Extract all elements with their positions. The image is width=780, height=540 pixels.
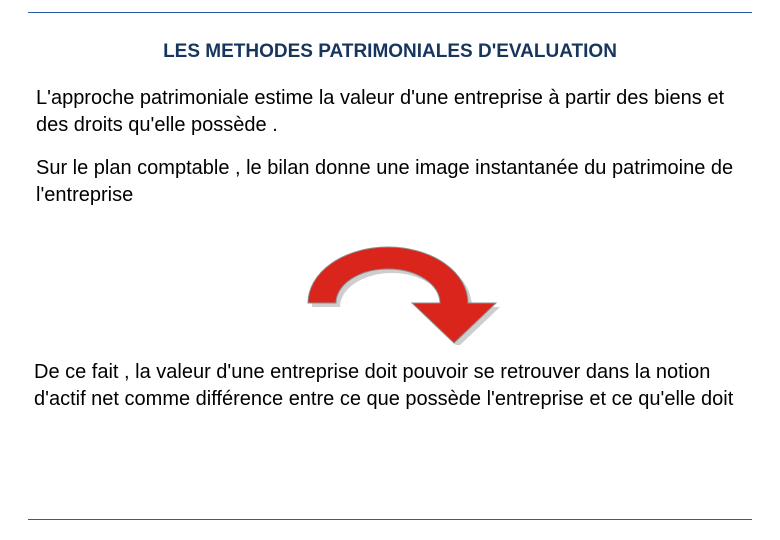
bottom-rule: [28, 519, 752, 520]
paragraph-1: L'approche patrimoniale estime la valeur…: [36, 85, 752, 139]
paragraph-2: Sur le plan comptable , le bilan donne u…: [36, 155, 752, 209]
curved-arrow-icon: [260, 225, 520, 345]
top-rule: [28, 12, 752, 13]
slide-title: LES METHODES PATRIMONIALES D'EVALUATION: [28, 41, 752, 63]
bottom-rule-container: [28, 519, 752, 520]
slide-page: LES METHODES PATRIMONIALES D'EVALUATION …: [0, 0, 780, 540]
paragraph-3: De ce fait , la valeur d'une entreprise …: [34, 359, 752, 413]
arrow-container: [28, 225, 752, 345]
